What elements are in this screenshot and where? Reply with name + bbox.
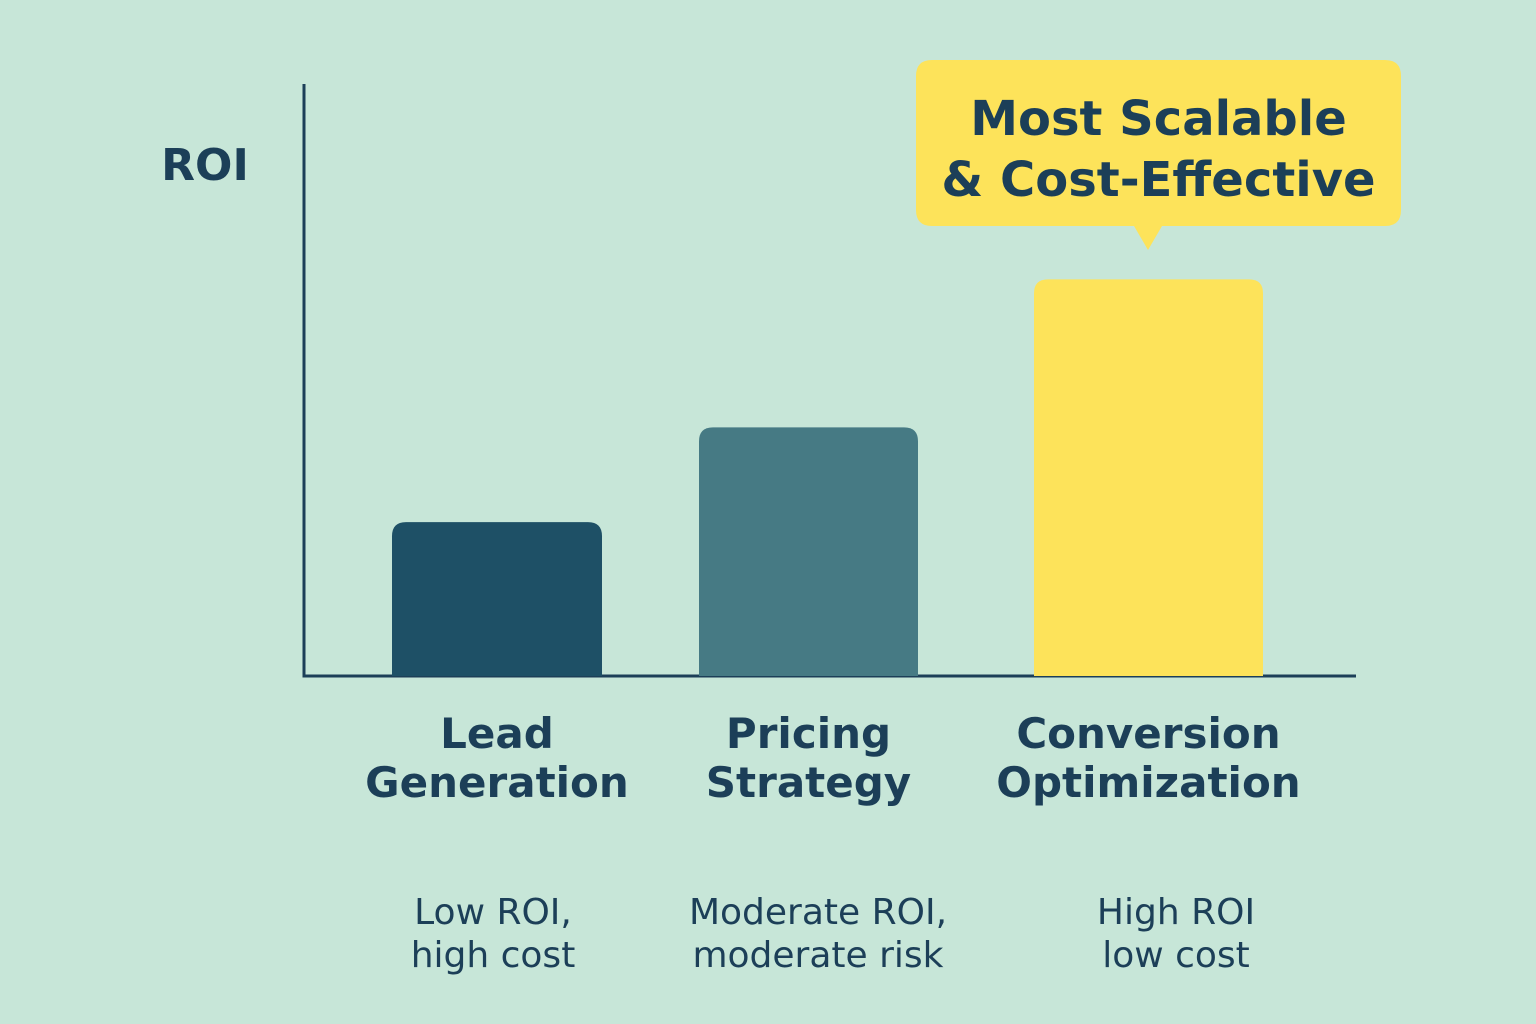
category-label-0-0: Lead [440, 709, 554, 758]
y-axis-label: ROI [161, 140, 249, 191]
callout-annotation: Most Scalable& Cost-Effective [916, 60, 1401, 250]
bar-note-2-0: High ROI [1097, 892, 1255, 933]
chart-axes [302, 84, 1356, 678]
bar-0 [392, 522, 602, 676]
bar-note-0-1: high cost [411, 935, 576, 976]
category-label-2-1: Optimization [996, 758, 1300, 807]
bar-note-0-0: Low ROI, [414, 892, 572, 933]
bar-2 [1034, 279, 1263, 676]
bar-notes: Low ROI,high cost Moderate ROI,moderate r… [411, 892, 1255, 976]
callout-bubble [916, 60, 1401, 250]
bar-1 [699, 427, 918, 676]
bar-note-1-1: moderate risk [692, 935, 943, 976]
bar-group [392, 279, 1263, 676]
callout-text-1: & Cost-Effective [941, 152, 1375, 208]
category-label-1-1: Strategy [706, 758, 911, 807]
category-label-2-0: Conversion [1016, 709, 1280, 758]
callout-text-0: Most Scalable [970, 91, 1347, 147]
category-label-1-0: Pricing [726, 709, 891, 758]
category-label-0-1: Generation [365, 758, 629, 807]
bar-note-1-0: Moderate ROI, [689, 892, 947, 933]
bar-note-2-1: low cost [1102, 935, 1250, 976]
